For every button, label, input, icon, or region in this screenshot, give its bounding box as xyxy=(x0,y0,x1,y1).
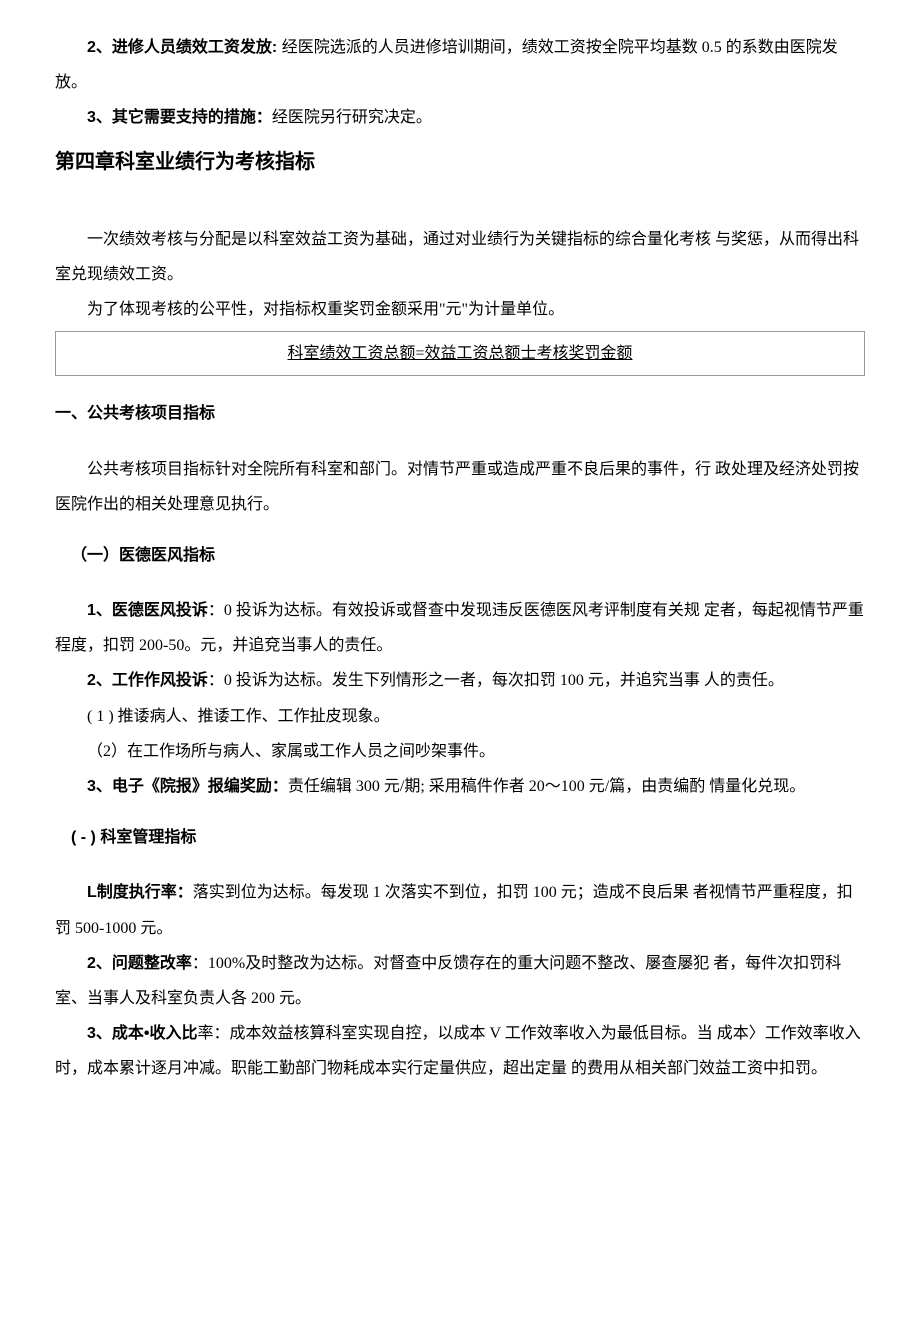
ethics-item-2: 2、工作作风投诉：0 投诉为达标。发生下列情形之一者，每次扣罚 100 元，并追… xyxy=(55,663,865,698)
item-2-training-salary: 2、进修人员绩效工资发放: 经医院选派的人员进修培训期间，绩效工资按全院平均基数… xyxy=(55,30,865,100)
ethics-item-3: 3、电子《院报》报编奖励：责任编辑 300 元/期; 采用稿件作者 20〜100… xyxy=(55,769,865,804)
mgmt-item-2: 2、问题整改率：100%及时整改为达标。对督查中反馈存在的重大问题不整改、屡查屡… xyxy=(55,946,865,1016)
item-3-text: 经医院另行研究决定。 xyxy=(272,109,432,126)
item-2-prefix: 2、进修人员绩效工资发放: xyxy=(87,39,282,56)
chapter-4-heading: 第四章科室业绩行为考核指标 xyxy=(55,140,865,184)
intro-paragraph-2: 为了体现考核的公平性，对指标权重奖罚金额采用"元"为计量单位。 xyxy=(55,292,865,327)
ethics-item-1: 1、医德医风投诉：0 投诉为达标。有效投诉或督查中发现违反医德医风考评制度有关规… xyxy=(55,593,865,663)
mgmt-item-2-prefix: 2、问题整改率 xyxy=(87,955,192,972)
formula-text: 科室绩效工资总额=效益工资总额士考核奖罚金额 xyxy=(287,345,632,362)
ethics-item-2-prefix: 2、工作作风投诉 xyxy=(87,672,208,689)
section-1-intro: 公共考核项目指标针对全院所有科室和部门。对情节严重或造成严重不良后果的事件，行 … xyxy=(55,452,865,522)
ethics-item-3-prefix: 3、电子《院报》报编奖励： xyxy=(87,778,288,795)
section-1-heading: 一、公共考核项目指标 xyxy=(55,396,865,431)
formula-box: 科室绩效工资总额=效益工资总额士考核奖罚金额 xyxy=(55,331,865,376)
mgmt-item-1-prefix: L制度执行率： xyxy=(87,884,193,901)
item-3-prefix: 3、其它需要支持的措施： xyxy=(87,109,272,126)
item-3-other-measures: 3、其它需要支持的措施：经医院另行研究决定。 xyxy=(55,100,865,135)
subsection-1-heading: （一）医德医风指标 xyxy=(55,538,865,573)
mgmt-item-1: L制度执行率：落实到位为达标。每发现 1 次落实不到位，扣罚 100 元；造成不… xyxy=(55,875,865,945)
ethics-subitem-2: （2）在工作场所与病人、家属或工作人员之间吵架事件。 xyxy=(55,734,865,769)
intro-paragraph-1: 一次绩效考核与分配是以科室效益工资为基础，通过对业绩行为关键指标的综合量化考核 … xyxy=(55,222,865,292)
subsection-2-heading: ( - ) 科室管理指标 xyxy=(55,820,865,855)
ethics-item-2-text: ：0 投诉为达标。发生下列情形之一者，每次扣罚 100 元，并追究当事 人的责任… xyxy=(208,672,784,689)
mgmt-item-3: 3、成本•收入比率：成本效益核算科室实现自控，以成本 V 工作效率收入为最低目标… xyxy=(55,1016,865,1086)
ethics-item-1-prefix: 1、医德医风投诉 xyxy=(87,602,208,619)
ethics-item-3-text: 责任编辑 300 元/期; 采用稿件作者 20〜100 元/篇，由责编酌 情量化… xyxy=(288,778,805,795)
mgmt-item-3-prefix: 3、成本•收入比 xyxy=(87,1025,198,1042)
ethics-subitem-1: ( 1 ) 推诿病人、推诿工作、工作扯皮现象。 xyxy=(55,699,865,734)
